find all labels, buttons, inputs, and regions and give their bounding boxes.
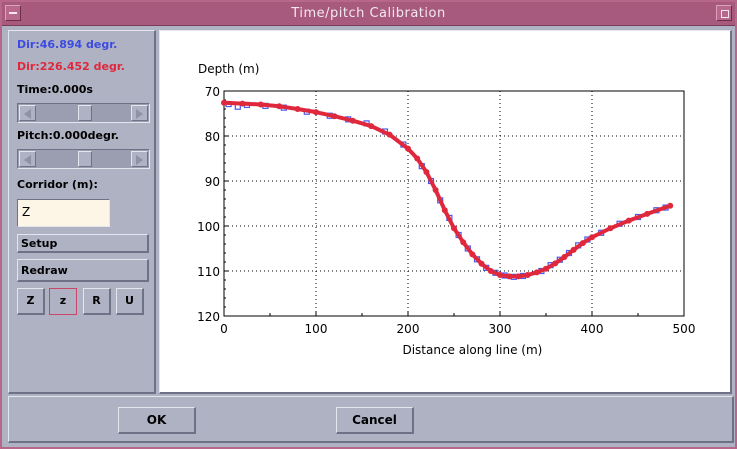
data-point-red (405, 145, 411, 152)
data-point-red (414, 155, 421, 162)
data-point-red (478, 260, 485, 267)
y-tick-label: 110 (197, 265, 220, 279)
control-panel: Dir:46.894 degr. Dir:226.452 degr. Time:… (8, 30, 156, 394)
data-point-red (469, 251, 476, 258)
window-title: Time/pitch Calibration (291, 6, 446, 21)
data-point-red (349, 117, 356, 124)
time-slider-left-arrow-icon[interactable] (19, 105, 36, 121)
data-point-red (497, 272, 503, 279)
chart-panel: 0 100 200 300 400 500 70 80 90 100 110 120 Depth (m… (159, 30, 732, 394)
data-point-red (432, 187, 439, 193)
y-tick-label: 90 (205, 175, 220, 189)
data-point-red (451, 225, 457, 232)
y-axis-label: Depth (m) (198, 62, 259, 76)
series-line-red (222, 100, 673, 279)
data-point-red (524, 272, 531, 279)
direction-1-label: Dir:46.894 degr. (17, 38, 118, 51)
pitch-slider-thumb[interactable] (77, 151, 92, 167)
chart-ticks: 0 100 200 300 400 500 70 80 90 100 110 120 (197, 85, 695, 336)
y-tick-label: 70 (205, 85, 220, 99)
corridor-input[interactable]: Z (17, 199, 110, 227)
data-point-red (313, 109, 319, 116)
data-point-red (386, 131, 393, 138)
pitch-slider[interactable] (17, 149, 150, 169)
data-point-red (331, 113, 338, 120)
data-point-red (221, 99, 227, 106)
x-tick-label: 200 (397, 322, 420, 336)
data-point-red (487, 268, 494, 274)
pitch-slider-right-arrow-icon[interactable] (131, 151, 148, 167)
dialog-footer: OK Cancel (8, 396, 734, 443)
undo-button[interactable]: U (116, 288, 144, 315)
zoom-in-button[interactable]: Z (17, 288, 45, 315)
x-tick-label: 300 (489, 322, 512, 336)
data-point-red (294, 106, 301, 112)
data-point-red (368, 123, 375, 130)
x-tick-label: 500 (673, 322, 696, 336)
chart-series (221, 99, 674, 280)
x-axis-label: Distance along line (m) (402, 343, 542, 357)
data-point-red (667, 202, 674, 209)
data-point-red (579, 240, 586, 247)
data-point-red (423, 169, 430, 175)
x-tick-label: 100 (305, 322, 328, 336)
ok-button[interactable]: OK (118, 407, 196, 434)
data-point-red (460, 239, 467, 246)
plot-frame (223, 90, 685, 317)
data-point-red (589, 234, 595, 241)
data-point-red (533, 269, 540, 276)
time-slider-right-arrow-icon[interactable] (131, 105, 148, 121)
data-point-red (625, 217, 632, 224)
time-label: Time:0.000s (17, 83, 93, 96)
setup-button[interactable]: Setup (17, 234, 149, 253)
data-point-red (515, 273, 522, 280)
data-point-red (607, 225, 614, 232)
y-tick-label: 120 (197, 310, 220, 324)
corridor-label: Corridor (m): (17, 178, 98, 191)
data-point-red (552, 260, 559, 267)
data-point-red (239, 100, 246, 107)
pitch-slider-left-arrow-icon[interactable] (19, 151, 36, 167)
x-tick-label: 400 (581, 322, 604, 336)
data-point-red (257, 101, 264, 108)
pitch-label: Pitch:0.000degr. (17, 129, 119, 142)
zoom-out-button[interactable]: z (49, 288, 77, 315)
data-point-red (570, 246, 577, 253)
chart-grid (224, 91, 684, 316)
time-slider-thumb[interactable] (77, 105, 92, 121)
title-bar[interactable]: Time/pitch Calibration (2, 2, 735, 26)
time-slider[interactable] (17, 103, 150, 123)
data-point-red (561, 254, 568, 261)
y-tick-label: 80 (205, 130, 220, 144)
direction-2-label: Dir:226.452 degr. (17, 60, 125, 73)
data-point-red (644, 210, 651, 217)
data-point-red (506, 273, 513, 280)
maximize-icon[interactable] (716, 5, 732, 21)
data-point-red (543, 265, 549, 272)
depth-profile-chart[interactable]: 0 100 200 300 400 500 70 80 90 100 110 120 Depth (m… (160, 31, 731, 393)
cancel-button[interactable]: Cancel (336, 407, 414, 434)
data-point-red (441, 207, 448, 214)
reset-button[interactable]: R (83, 288, 111, 315)
x-tick-label: 0 (220, 322, 228, 336)
redraw-button[interactable]: Redraw (17, 259, 149, 282)
y-tick-label: 100 (197, 220, 220, 234)
window-menu-icon[interactable] (5, 5, 21, 21)
data-point-red (276, 103, 283, 110)
